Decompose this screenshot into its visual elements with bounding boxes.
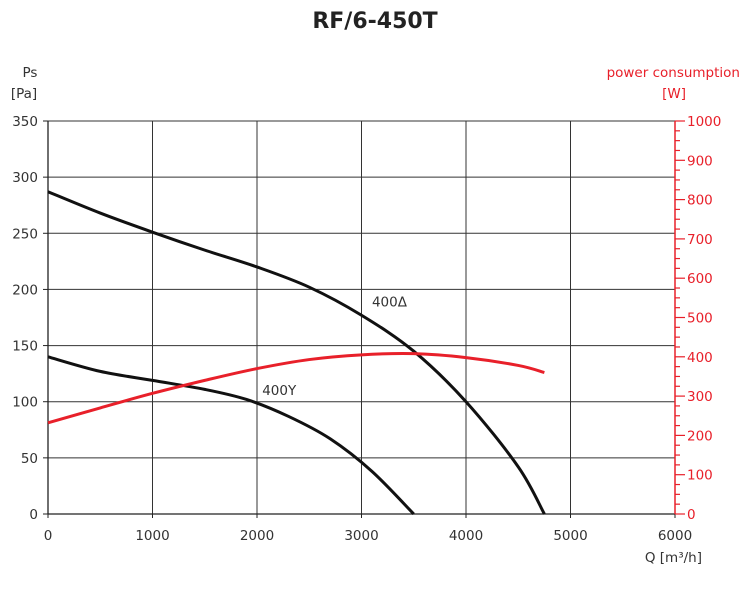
y-right-tick-label: 600 bbox=[687, 271, 713, 287]
y-right-tick-label: 100 bbox=[687, 468, 713, 484]
x-tick-label: 5000 bbox=[553, 528, 587, 544]
y-right-tick-label: 200 bbox=[687, 428, 713, 444]
axes bbox=[43, 120, 685, 518]
y-left-tick-label: 350 bbox=[12, 114, 38, 130]
y-right-tick-label: 400 bbox=[687, 350, 713, 366]
y-left-tick-label: 300 bbox=[12, 170, 38, 186]
y-left-tick-label: 250 bbox=[12, 226, 38, 242]
series-line-400Δ bbox=[47, 190, 546, 515]
y-left-axis-title-line1: Ps bbox=[23, 65, 38, 81]
x-axis-title: Q [m³/h] bbox=[645, 550, 702, 566]
chart-title: RF/6-450T bbox=[312, 9, 437, 34]
series bbox=[47, 190, 546, 516]
x-tick-label: 3000 bbox=[344, 528, 378, 544]
annotations: 400Δ 400Y bbox=[262, 294, 407, 399]
x-tick-label: 2000 bbox=[240, 528, 274, 544]
curve-label: 400Y bbox=[262, 383, 297, 399]
y-right-axis-title-line2: [W] bbox=[662, 86, 686, 102]
y-right-tick-label: 0 bbox=[687, 507, 696, 523]
y-right-tick-label: 1000 bbox=[687, 114, 721, 130]
x-tick-label: 6000 bbox=[658, 528, 692, 544]
y-left-axis-title-line2: [Pa] bbox=[11, 86, 37, 102]
y-right-tick-label: 500 bbox=[687, 311, 713, 327]
y-left-tick-label: 150 bbox=[12, 339, 38, 355]
x-tick-label: 1000 bbox=[135, 528, 169, 544]
x-tick-label: 0 bbox=[44, 528, 53, 544]
y-left-tick-label: 0 bbox=[29, 507, 38, 523]
series-line-400Y bbox=[47, 355, 415, 516]
series-line-power bbox=[47, 352, 545, 425]
y-right-axis-title-line1: power consumption bbox=[607, 65, 740, 81]
y-right-tick-label: 300 bbox=[687, 389, 713, 405]
grid bbox=[48, 120, 676, 514]
y-right-tick-label: 800 bbox=[687, 193, 713, 209]
curve-label: 400Δ bbox=[372, 294, 408, 310]
y-left-tick-label: 100 bbox=[12, 395, 38, 411]
y-right-tick-label: 900 bbox=[687, 153, 713, 169]
y-left-tick-label: 50 bbox=[21, 451, 38, 467]
y-left-tick-label: 200 bbox=[12, 282, 38, 298]
x-tick-label: 4000 bbox=[449, 528, 483, 544]
y-right-tick-label: 700 bbox=[687, 232, 713, 248]
